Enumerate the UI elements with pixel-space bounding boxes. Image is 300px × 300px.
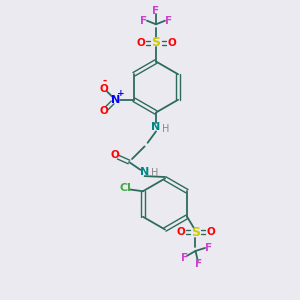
Text: F: F	[140, 16, 147, 26]
Text: F: F	[152, 6, 160, 16]
Text: S: S	[191, 226, 200, 239]
Text: O: O	[100, 106, 109, 116]
Text: Cl: Cl	[120, 183, 131, 193]
Text: H: H	[162, 124, 169, 134]
Text: O: O	[206, 227, 215, 237]
Text: N: N	[152, 122, 160, 132]
Text: F: F	[181, 253, 188, 262]
Text: H: H	[151, 168, 158, 178]
Text: O: O	[167, 38, 176, 48]
Text: F: F	[195, 259, 202, 269]
Text: O: O	[136, 38, 145, 48]
Text: F: F	[205, 243, 212, 253]
Text: N: N	[140, 167, 149, 177]
Text: -: -	[103, 75, 107, 85]
Text: F: F	[165, 16, 172, 26]
Text: O: O	[176, 227, 185, 237]
Text: O: O	[100, 84, 109, 94]
Text: +: +	[117, 89, 124, 98]
Text: N: N	[111, 95, 120, 105]
Text: O: O	[110, 150, 119, 161]
Text: S: S	[152, 36, 160, 50]
